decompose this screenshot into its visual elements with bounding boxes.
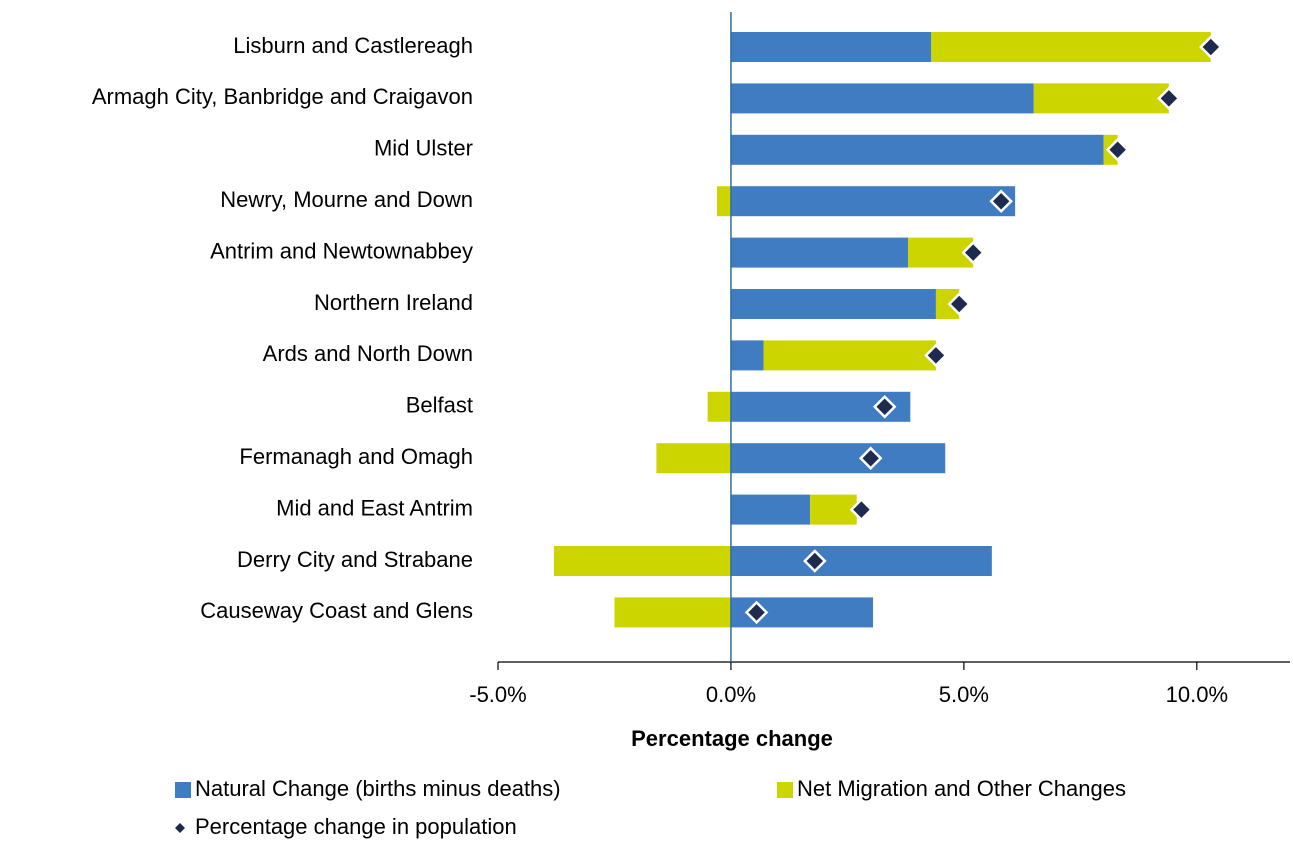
marker	[803, 549, 827, 573]
bar	[730, 83, 1034, 114]
bar	[730, 340, 764, 371]
bar	[730, 32, 932, 62]
y-tick-label: Derry City and Strabane	[237, 547, 473, 572]
bar	[810, 494, 857, 525]
marker	[872, 395, 897, 419]
y-tick-label: Causeway Coast and Glens	[200, 598, 473, 623]
marker	[1157, 86, 1181, 111]
y-tick-label: Fermanagh and Omagh	[239, 444, 473, 469]
bar	[730, 237, 908, 268]
y-tick-label: Armagh City, Banbridge and Craigavon	[92, 84, 473, 109]
bar	[730, 443, 946, 474]
x-tick-label: 10.0%	[1166, 682, 1228, 707]
bar	[763, 340, 936, 371]
marker	[961, 240, 985, 265]
y-tick-label: Belfast	[406, 393, 473, 418]
y-tick-label: Newry, Mourne and Down	[220, 187, 473, 212]
legend-label: Natural Change (births minus deaths)	[195, 776, 561, 801]
bar	[931, 32, 1211, 62]
bar	[707, 391, 731, 422]
marker	[1199, 35, 1223, 59]
bar	[730, 186, 1016, 217]
marker	[849, 497, 874, 522]
marker	[858, 446, 883, 470]
marker	[744, 600, 769, 625]
bar	[730, 289, 936, 319]
marker	[924, 343, 948, 368]
x-tick-label: -5.0%	[469, 682, 526, 707]
marker	[947, 292, 971, 316]
marker	[1105, 138, 1130, 162]
bar	[553, 546, 731, 576]
bar	[1033, 83, 1169, 114]
bar	[730, 494, 811, 525]
x-axis-label: Percentage change	[631, 726, 833, 751]
y-tick-label: Ards and North Down	[263, 341, 473, 366]
legend-marker	[175, 823, 185, 833]
legend-swatch	[777, 782, 793, 798]
legend-label: Net Migration and Other Changes	[797, 776, 1126, 801]
legend-label: Percentage change in population	[195, 814, 517, 839]
bar	[716, 186, 731, 217]
y-tick-label: Antrim and Newtownabbey	[210, 238, 473, 263]
y-tick-label: Northern Ireland	[314, 290, 473, 315]
y-tick-label: Lisburn and Castlereagh	[233, 33, 473, 58]
y-tick-label: Mid and East Antrim	[276, 495, 473, 520]
x-tick-label: 5.0%	[939, 682, 989, 707]
marker	[989, 189, 1013, 213]
bar	[730, 546, 992, 576]
x-tick-label: 0.0%	[706, 682, 756, 707]
bar	[614, 597, 731, 628]
bar	[656, 443, 731, 474]
legend-swatch	[175, 782, 191, 798]
y-tick-label: Mid Ulster	[374, 136, 473, 161]
bar	[730, 134, 1104, 165]
